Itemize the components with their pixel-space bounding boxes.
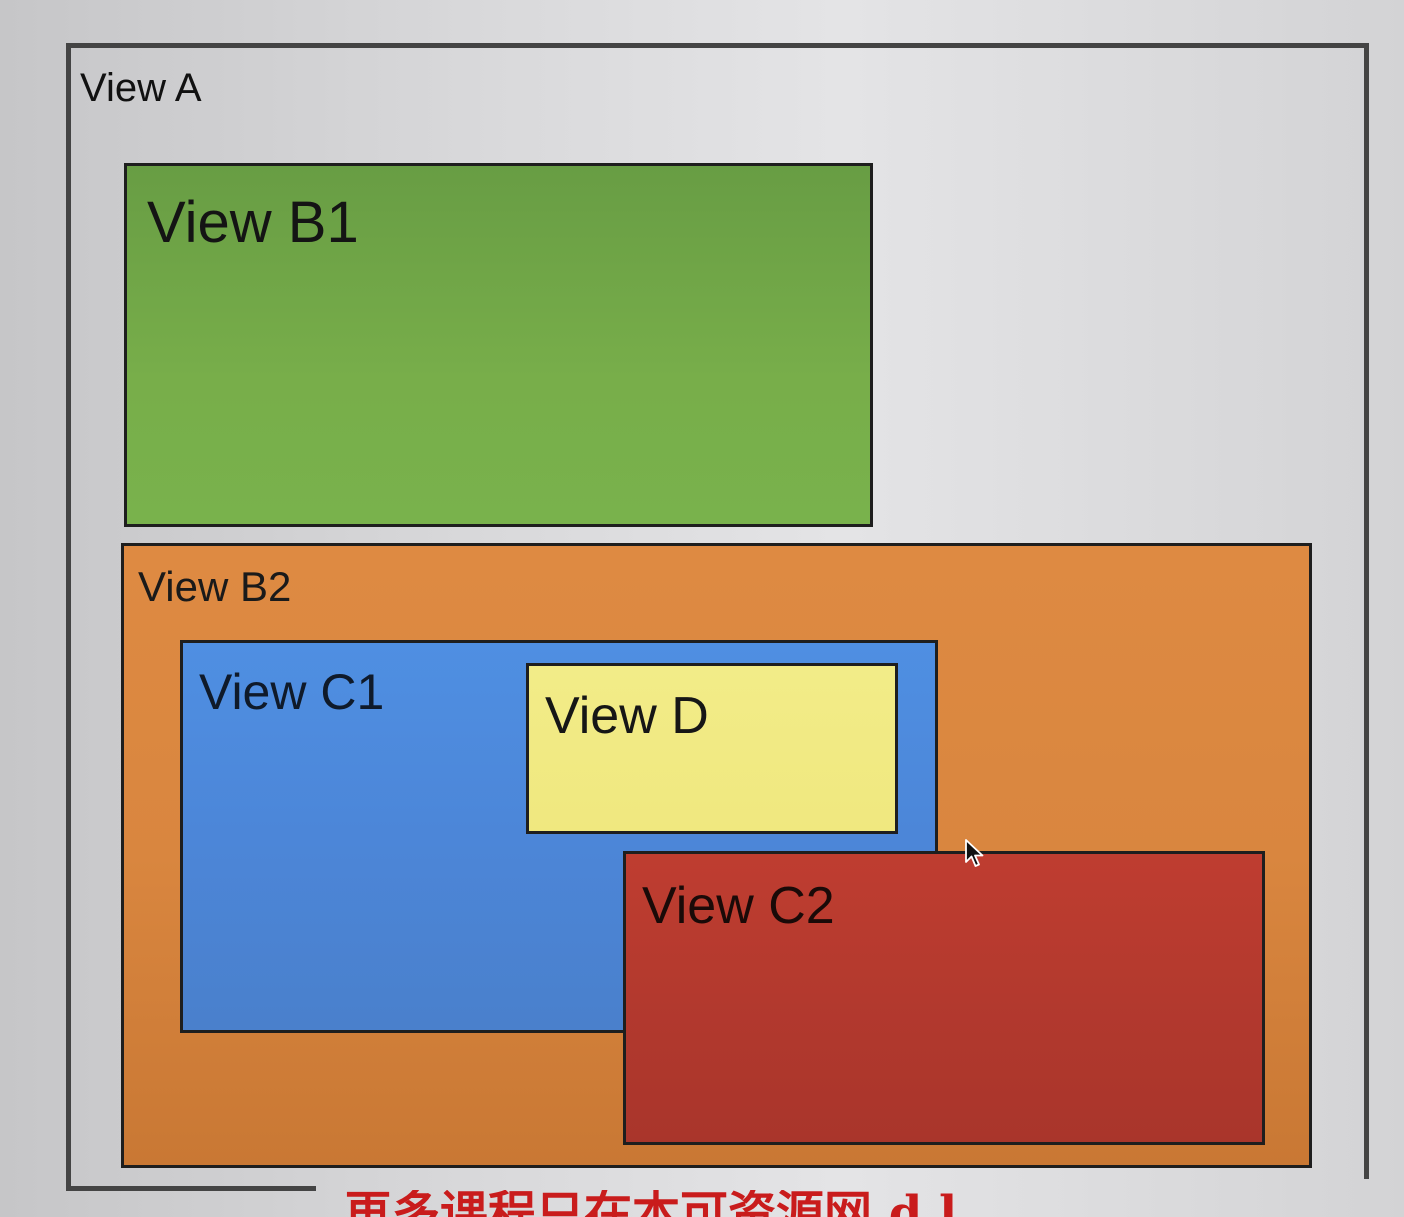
view-b2-label: View B2 xyxy=(138,563,292,610)
view-c1-label: View C1 xyxy=(199,664,385,720)
view-c2-box: View C2 xyxy=(623,851,1265,1145)
view-a-label: View A xyxy=(80,66,202,110)
view-a-border-top xyxy=(66,43,1369,48)
view-a-border-bottom xyxy=(66,1186,316,1191)
caption-text: 再多课程只在本可资源网 d.l xyxy=(344,1190,957,1217)
view-d-label: View D xyxy=(545,687,709,745)
view-b1-box: View B1 xyxy=(124,163,873,527)
view-a-border-left xyxy=(66,43,71,1191)
view-c2-label: View C2 xyxy=(642,877,835,935)
view-a-border-right xyxy=(1364,43,1369,1179)
mouse-pointer-icon xyxy=(965,839,984,867)
view-b1-label: View B1 xyxy=(147,190,359,255)
view-d-box: View D xyxy=(526,663,898,834)
